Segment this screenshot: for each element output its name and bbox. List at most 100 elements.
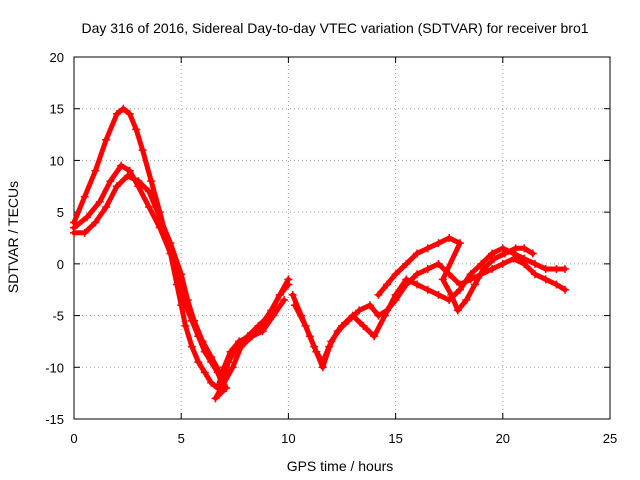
data-point [541,265,550,274]
series-line [375,235,536,313]
data-point [498,244,507,253]
chart-title: Day 316 of 2016, Sidereal Day-to-day VTE… [81,20,588,36]
data-point [528,249,537,258]
series-line [290,256,568,365]
data-point [434,259,443,268]
data-point [155,213,164,222]
data-point [488,265,497,274]
data-point [117,161,126,170]
data-point [327,337,336,346]
data-point [207,352,216,361]
data-point [194,358,203,367]
y-axis-label: SDTVAR / TECUs [5,181,21,293]
plot-frame [73,56,611,420]
y-tick-label: 10 [50,153,64,168]
series-track-f [374,234,537,315]
data-point [402,275,411,284]
series-track-c [70,171,289,403]
y-tick-label: 15 [50,102,64,117]
data-point [359,321,368,330]
data-point [288,290,297,299]
data-point [434,239,443,248]
data-point [477,259,486,268]
y-tick-label: 20 [50,50,64,65]
data-point [447,290,456,299]
data-point [80,192,89,201]
data-point [190,316,199,325]
data-point [470,280,479,289]
data-point [91,218,100,227]
data-point [215,368,224,377]
data-point [280,296,289,305]
data-point [498,259,507,268]
data-point [455,239,464,248]
data-point [520,254,529,263]
y-tick-label: -10 [45,360,64,375]
x-tick-label: 0 [70,431,77,446]
data-point [138,146,147,155]
data-point [275,290,284,299]
data-point [455,285,464,294]
data-marks [70,104,569,403]
series-track-e [290,244,569,372]
data-point [391,290,400,299]
data-point [102,135,111,144]
y-tick-label: -5 [52,309,64,324]
data-point [147,177,156,186]
data-point [187,342,196,351]
data-point [310,342,319,351]
data-point [434,290,443,299]
data-point [500,249,509,258]
data-point [318,363,327,372]
data-point [228,363,237,372]
data-point [365,301,374,310]
data-point [391,270,400,279]
data-point [462,296,471,305]
data-point [290,301,299,310]
data-point [552,280,561,289]
data-point [370,332,379,341]
data-point [511,244,520,253]
data-point [177,270,186,279]
y-tick-label: 5 [57,205,64,220]
data-point [125,166,134,175]
data-point [80,228,89,237]
data-point [237,342,246,351]
data-point [479,265,488,274]
data-point [207,378,216,387]
data-point [222,383,231,392]
y-tick-label: 0 [57,257,64,272]
data-point [145,202,154,211]
data-point [355,306,364,315]
data-point [284,280,293,289]
series-line [71,173,287,401]
data-point [380,311,389,320]
grid-lines [74,57,610,419]
data-point [125,109,134,118]
data-point [338,321,346,330]
data-point [134,177,143,186]
data-point [95,197,104,206]
data-point [258,327,267,336]
data-point [560,285,569,294]
data-point [301,321,310,330]
data-point [423,244,432,253]
data-point [123,171,132,180]
data-point [200,368,209,377]
data-point [445,234,454,242]
data-point [145,187,154,196]
data-point [247,332,256,341]
axis-ticks: 0 5 10 15 20 25 -15 -10 -5 0 5 10 15 20 [45,50,617,446]
data-point [102,202,111,211]
series-line [71,106,291,391]
data-point [552,265,561,274]
data-point [181,321,190,330]
data-point [413,270,422,279]
data-point [466,270,475,279]
data-point [119,104,128,113]
data-point [183,296,192,305]
data-point [132,125,141,134]
x-tick-label: 5 [178,431,185,446]
data-point [211,394,220,403]
